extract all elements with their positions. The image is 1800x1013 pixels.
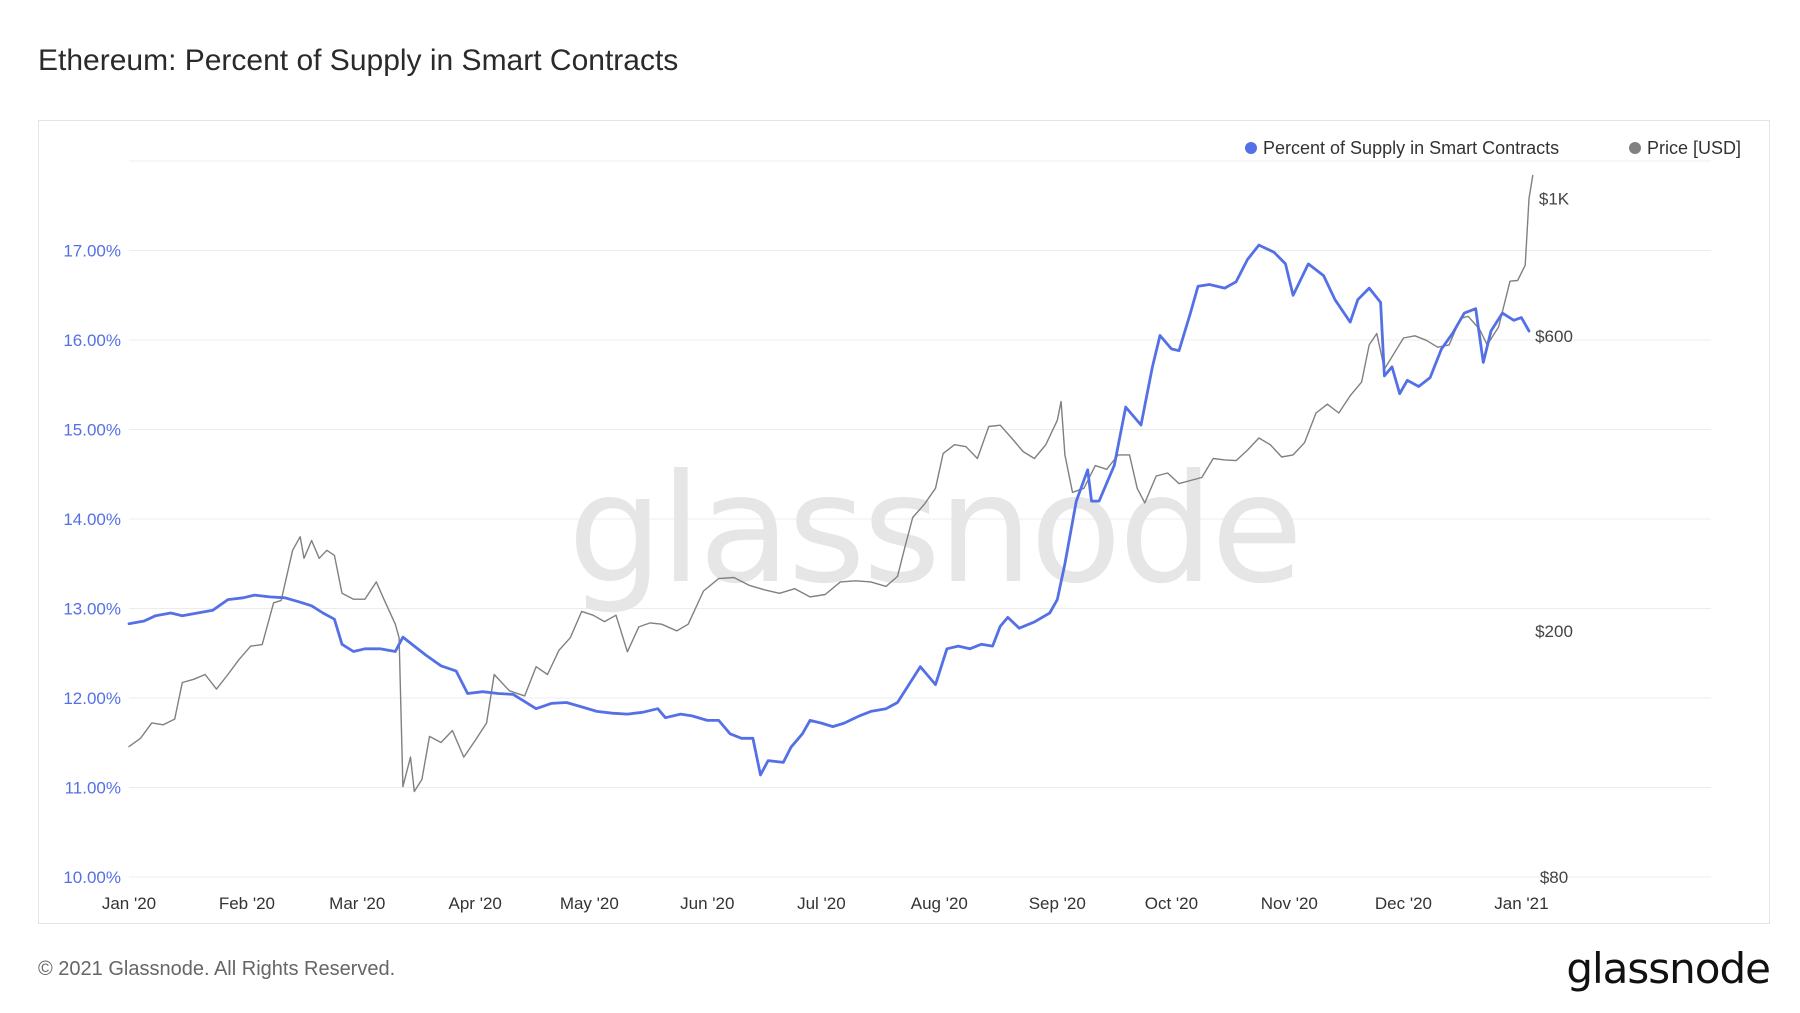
legend-item-percent[interactable]: Percent of Supply in Smart Contracts: [1245, 138, 1559, 158]
y-left-tick-label: 15.00%: [63, 421, 121, 440]
legend-label-percent: Percent of Supply in Smart Contracts: [1263, 138, 1559, 158]
legend-item-price[interactable]: Price [USD]: [1629, 138, 1741, 158]
brand-logo: glassnode: [1566, 944, 1771, 993]
y-left-tick-label: 11.00%: [65, 779, 121, 798]
y-left-tick-label: 14.00%: [63, 510, 121, 529]
series-layer: [127, 174, 1534, 793]
y-left-tick-label: 13.00%: [63, 600, 121, 619]
y-left-tick-label: 10.00%: [63, 868, 121, 887]
y-right-tick-label: $600: [1535, 327, 1573, 346]
watermark-text: glassnode: [568, 443, 1300, 617]
x-tick-label: Jul '20: [797, 894, 846, 913]
x-tick-label: May '20: [560, 894, 619, 913]
y-right-tick-label: $80: [1540, 868, 1568, 887]
chart-frame: glassnode 10.00% 11.00% 12.00% 13.00% 14.00%…: [38, 120, 1770, 924]
y-right-tick-label: $1K: [1539, 190, 1570, 209]
x-tick-label: Apr '20: [449, 894, 502, 913]
axis-layer: 10.00% 11.00% 12.00% 13.00% 14.00% 15.00% 16.0…: [63, 190, 1573, 913]
x-tick-label: Aug '20: [911, 894, 968, 913]
x-tick-label: Mar '20: [329, 894, 385, 913]
x-tick-label: Dec '20: [1375, 894, 1432, 913]
x-tick-label: Oct '20: [1145, 894, 1198, 913]
legend-marker-price: [1629, 142, 1641, 154]
y-left-tick-label: 17.00%: [63, 242, 121, 261]
y-right-tick-label: $200: [1535, 622, 1573, 641]
legend: Percent of Supply in Smart Contracts Pri…: [1245, 138, 1741, 158]
y-left-tick-label: 12.00%: [63, 689, 121, 708]
x-tick-label: Nov '20: [1261, 894, 1318, 913]
copyright-footer: © 2021 Glassnode. All Rights Reserved.: [38, 958, 396, 980]
x-tick-label: Sep '20: [1029, 894, 1086, 913]
x-tick-label: Jan '20: [102, 894, 156, 913]
percent-series-line: [127, 243, 1531, 777]
legend-marker-percent: [1245, 142, 1257, 154]
x-tick-label: Jun '20: [680, 894, 734, 913]
x-tick-label: Feb '20: [219, 894, 275, 913]
chart-svg: glassnode 10.00% 11.00% 12.00% 13.00% 14.00%…: [63, 138, 1741, 913]
y-left-tick-label: 16.00%: [63, 331, 121, 350]
legend-label-price: Price [USD]: [1647, 138, 1741, 158]
price-series-line: [128, 174, 1534, 793]
x-tick-label: Jan '21: [1494, 894, 1548, 913]
chart-title: Ethereum: Percent of Supply in Smart Con…: [38, 44, 679, 77]
grid-layer: [129, 160, 1711, 878]
